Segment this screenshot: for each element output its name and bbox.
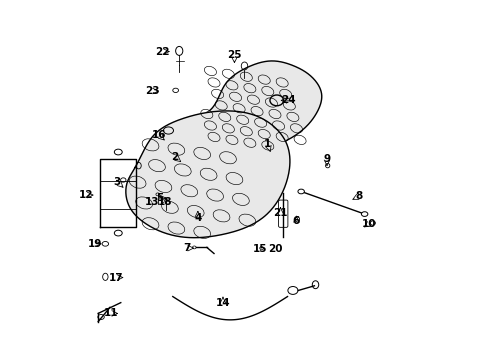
Text: 21: 21 — [273, 208, 287, 218]
Text: 25: 25 — [227, 50, 241, 60]
Text: 18: 18 — [157, 197, 172, 207]
Text: 17: 17 — [109, 273, 123, 283]
Text: 6: 6 — [292, 216, 300, 226]
Text: 14: 14 — [215, 298, 230, 308]
Text: 16: 16 — [152, 130, 166, 140]
Text: 12: 12 — [79, 190, 93, 200]
Text: 1: 1 — [264, 139, 271, 149]
Text: 2: 2 — [171, 152, 178, 162]
Polygon shape — [197, 61, 321, 151]
Text: 11: 11 — [103, 309, 118, 318]
Text: 23: 23 — [144, 86, 159, 96]
Ellipse shape — [361, 212, 367, 216]
Text: 19: 19 — [87, 239, 102, 249]
Text: 15: 15 — [252, 244, 266, 254]
Text: 5: 5 — [156, 193, 163, 203]
Text: 4: 4 — [194, 213, 201, 222]
Text: 3: 3 — [113, 177, 121, 187]
Text: 13: 13 — [145, 197, 159, 207]
Polygon shape — [125, 111, 289, 238]
Ellipse shape — [297, 189, 304, 194]
Text: 9: 9 — [323, 154, 330, 164]
Text: 7: 7 — [183, 243, 190, 253]
Text: 22: 22 — [155, 46, 170, 57]
Text: 10: 10 — [361, 219, 376, 229]
Text: 20: 20 — [267, 244, 282, 254]
Text: 24: 24 — [281, 95, 295, 105]
Text: 8: 8 — [355, 191, 362, 201]
